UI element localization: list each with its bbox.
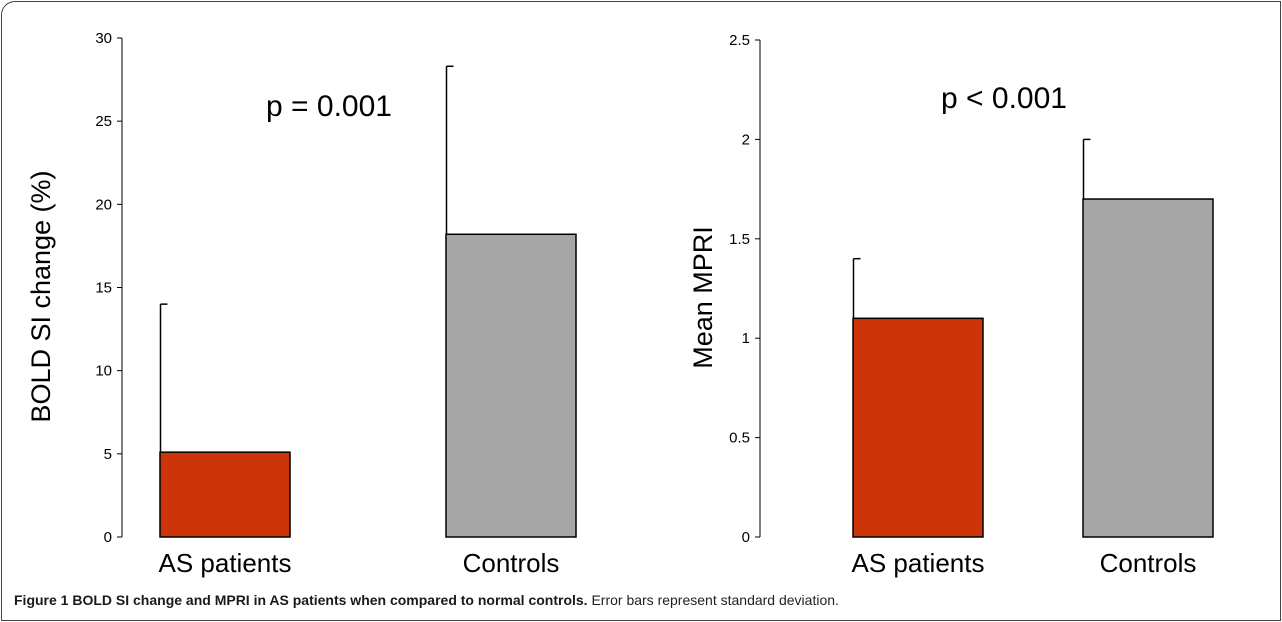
y-tick-label: 1 <box>742 330 750 347</box>
bar-controls <box>1082 198 1214 538</box>
chart-1: 0 5 10 15 20 25 30 BOLD SI change (%) AS patient… <box>26 30 577 578</box>
x-category-label: Controls <box>1100 548 1197 578</box>
x-category-label: AS patients <box>852 548 985 578</box>
y-tick-label: 2 <box>742 131 750 148</box>
x-category-label: AS patients <box>159 548 292 578</box>
figure-caption: Figure 1 BOLD SI change and MPRI in AS p… <box>14 592 839 608</box>
y-tick-label: 0 <box>742 529 750 546</box>
bar-controls <box>445 233 577 538</box>
y-tick-label: 20 <box>95 196 112 213</box>
y-tick-label: 10 <box>95 363 112 380</box>
y-axis-title: Mean MPRI <box>688 226 718 369</box>
bar-as-patients <box>852 317 984 538</box>
y-tick-label: 15 <box>95 280 112 297</box>
chart-2: 0 0.5 1 1.5 2 2.5 Mean MPRI AS patients Controls… <box>688 32 1214 578</box>
y-tick-label: 2.5 <box>729 32 750 49</box>
y-tick-label: 0 <box>104 529 112 546</box>
caption-label: Figure 1 BOLD SI change and MPRI in AS p… <box>14 592 588 608</box>
p-value-annotation: p = 0.001 <box>266 90 392 123</box>
y-tick-label: 25 <box>95 113 112 130</box>
bar-as-patients <box>159 451 291 538</box>
caption-text: Error bars represent standard deviation. <box>587 592 839 608</box>
x-category-label: Controls <box>463 548 560 578</box>
y-tick-label: 0.5 <box>729 430 750 447</box>
y-tick-label: 30 <box>95 30 112 47</box>
p-value-annotation: p < 0.001 <box>941 82 1067 115</box>
y-tick-label: 1.5 <box>729 231 750 248</box>
y-axis-title: BOLD SI change (%) <box>26 170 56 422</box>
y-tick-label: 5 <box>104 446 112 463</box>
